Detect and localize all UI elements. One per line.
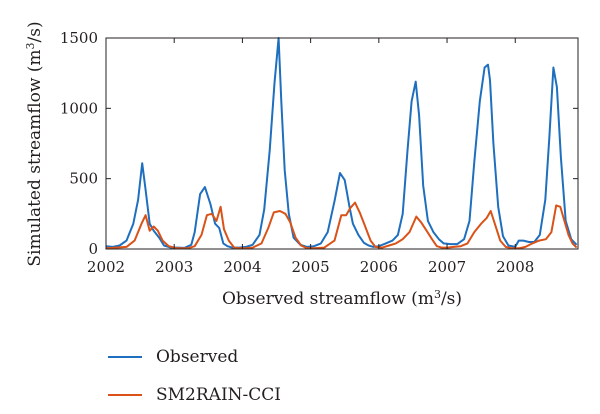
- x-tick-label: 2008: [496, 258, 534, 276]
- y-tick-label: 500: [69, 170, 98, 188]
- plot-lines: [105, 37, 578, 250]
- y-tick-label: 1000: [60, 99, 98, 117]
- x-tick-label: 2006: [360, 258, 398, 276]
- legend-item-observed: Observed: [108, 338, 281, 376]
- x-tick-label: 2005: [292, 258, 330, 276]
- legend-item-sm2rain-cci: SM2RAIN-CCI: [108, 376, 281, 414]
- plot-frame: [105, 37, 579, 250]
- y-axis-title: Simulated streamflow (m3/s): [24, 21, 45, 266]
- x-tick-label: 2007: [428, 258, 466, 276]
- series-line-sm2rain-cci: [105, 201, 578, 250]
- y-tick-label: 1500: [60, 29, 98, 47]
- legend-label-sm2rain-cci: SM2RAIN-CCI: [156, 385, 282, 405]
- legend: Observed SM2RAIN-CCI: [108, 338, 281, 414]
- y-tick-label: 0: [88, 240, 98, 258]
- series-line-observed: [105, 37, 578, 249]
- legend-swatch-observed: [108, 356, 142, 358]
- x-tick-label: 2002: [87, 258, 125, 276]
- x-tick-label: 2003: [155, 258, 193, 276]
- y-axis-ticks: 0 500 1000 1500: [60, 29, 578, 258]
- x-axis-title: Observed streamflow (m3/s): [222, 288, 462, 309]
- legend-label-observed: Observed: [156, 347, 239, 367]
- legend-swatch-sm2rain-cci: [108, 394, 142, 396]
- x-tick-label: 2004: [223, 258, 261, 276]
- x-axis-ticks: 2002 2003 2004 2005 2006 2007 2008: [87, 38, 534, 276]
